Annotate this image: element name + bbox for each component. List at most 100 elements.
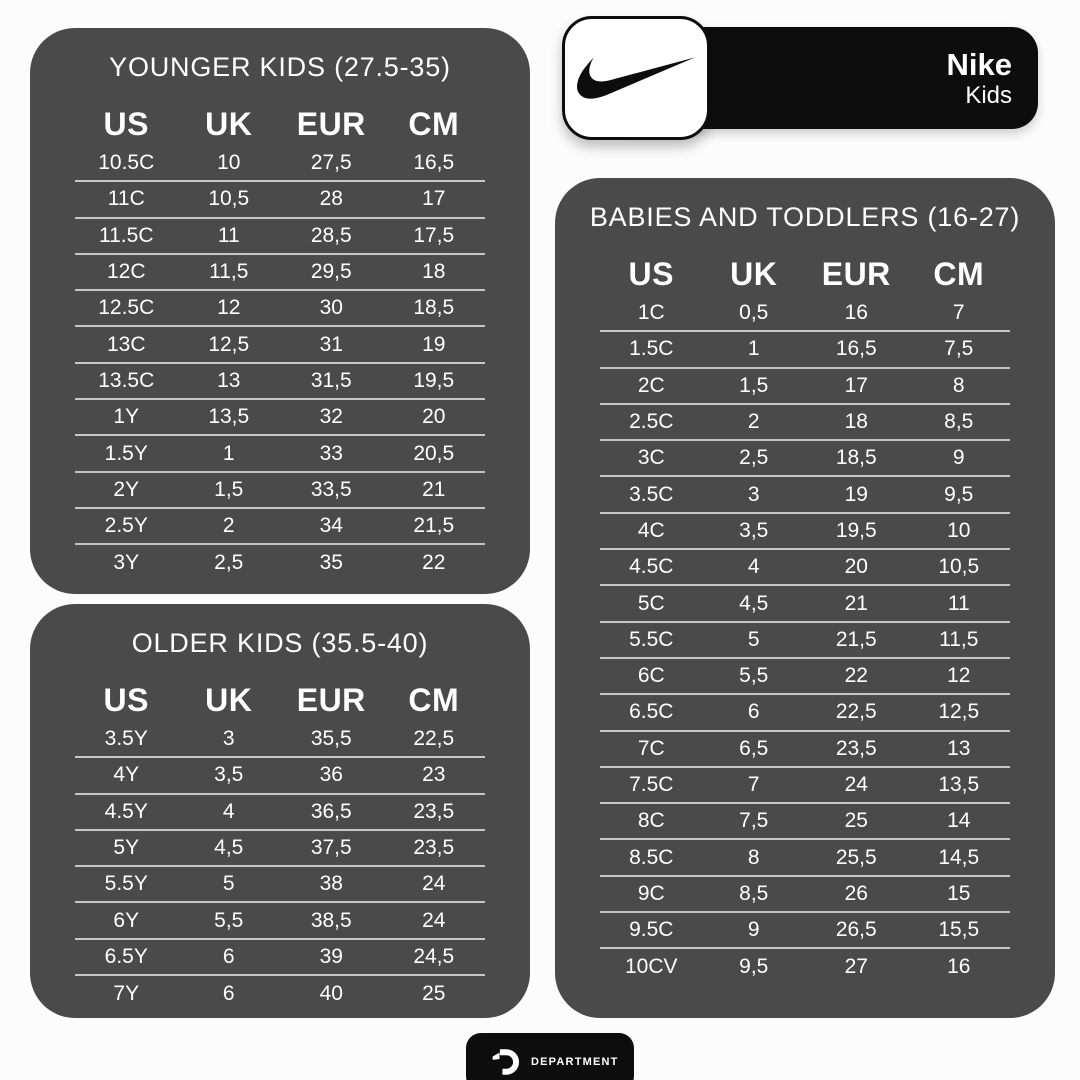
table-row: 6.5C 6 22,5 12,5 — [600, 695, 1010, 732]
table-cell: 21,5 — [413, 514, 455, 538]
table-cell: 23,5 — [835, 736, 877, 760]
table-cell: 22,5 — [835, 700, 877, 724]
table-cell: 33 — [319, 441, 343, 465]
table-cell: 8,5 — [944, 410, 974, 434]
table-cell: 23,5 — [413, 799, 455, 823]
table-cell: 25,5 — [835, 845, 877, 869]
table-title: BABIES AND TODDLERS (16-27) — [589, 202, 1021, 232]
table-cell: 13,5 — [208, 405, 250, 429]
table-cell: 31,5 — [310, 368, 352, 392]
table-cell: 1,5 — [214, 477, 244, 501]
table-cell: 13 — [947, 736, 971, 760]
table-cell: 13,5 — [938, 773, 980, 796]
table-cell: 12 — [217, 296, 241, 320]
table-row: 9C 8,5 26 15 — [600, 877, 1010, 914]
table-cell: 22 — [422, 551, 446, 575]
table-cell: 38 — [319, 872, 343, 896]
older-kids-size-table: OLDER KIDS (35.5-40) US UK EUR CM 3.5Y 3 35,5… — [30, 604, 530, 1018]
table-cell: 5,5 — [739, 664, 769, 688]
table-cell: 12C — [106, 260, 146, 284]
table-row: 11.5C 11 28,5 17,5 — [75, 219, 485, 255]
table-cell: 9C — [637, 881, 665, 905]
table-cell: 11,5 — [209, 260, 249, 284]
table-cell: 10 — [947, 518, 971, 542]
table-row: 5.5Y 5 38 24 — [75, 867, 485, 904]
table-cell: 38,5 — [310, 908, 352, 932]
brand-name: Nike — [946, 46, 1012, 82]
table-cell: 2Y — [113, 477, 140, 501]
table-row: 7.5C 7 24 13,5 — [600, 768, 1010, 805]
table-cell: 7C — [637, 736, 665, 760]
table-body: 10.5C 10 27,5 16,5 11C 10,5 28 17 11.5C 11 28,5 17,… — [75, 146, 485, 582]
table-cell: 10,5 — [208, 187, 250, 211]
table-cell: 1.5C — [629, 337, 674, 361]
nike-swoosh-tile — [562, 16, 710, 140]
table-cell: 10.5C — [98, 151, 155, 175]
table-cell: 6 — [222, 982, 235, 1006]
table-cell: 23 — [422, 763, 446, 787]
table-cell: 2,5 — [214, 551, 244, 575]
table-cell: 17,5 — [413, 223, 455, 247]
table-cell: 20 — [844, 555, 868, 579]
table-cell: 5 — [222, 872, 235, 896]
table-row: 8.5C 8 25,5 14,5 — [600, 840, 1010, 877]
table-cell: 16,5 — [413, 151, 455, 175]
column-header: EUR — [296, 682, 366, 718]
table-cell: 11 — [217, 223, 240, 247]
table-cell: 9 — [747, 918, 760, 942]
table-row: 1.5Y 1 33 20,5 — [75, 436, 485, 473]
table-row: 3Y 2,5 35 22 — [75, 545, 485, 581]
table-cell: 1C — [637, 301, 665, 325]
table-cell: 4Y — [113, 763, 140, 787]
table-row: 10CV 9,5 27 16 — [600, 949, 1010, 985]
table-cell: 19 — [422, 332, 446, 356]
table-cell: 4C — [637, 518, 665, 542]
table-cell: 16 — [947, 955, 971, 979]
table-row: 2C 1,5 17 8 — [600, 369, 1010, 405]
table-cell: 16 — [844, 301, 868, 325]
table-cell: 5 — [747, 627, 760, 651]
table-row: 4Y 3,5 36 23 — [75, 758, 485, 795]
table-row: 7Y 6 40 25 — [75, 976, 485, 1012]
table-cell: 26,5 — [835, 918, 877, 942]
table-cell: 6Y — [113, 908, 140, 932]
table-row: 11C 10,5 28 17 — [75, 182, 485, 219]
table-row: 5Y 4,5 37,5 23,5 — [75, 831, 485, 868]
table-cell: 6C — [637, 664, 665, 688]
table-body: 3.5Y 3 35,5 22,5 4Y 3,5 36 23 4.5Y 4 36,5 23,5 5Y 4,5… — [75, 722, 485, 1012]
table-cell: 6 — [747, 700, 760, 724]
table-cell: 1.5Y — [104, 441, 148, 465]
table-cell: 22 — [844, 664, 868, 688]
nike-swoosh-icon — [577, 57, 695, 99]
table-cell: 33,5 — [310, 477, 352, 501]
table-cell: 9 — [952, 446, 965, 470]
table-row: 8C 7,5 25 14 — [600, 804, 1010, 841]
table-cell: 35,5 — [310, 727, 352, 751]
table-cell: 13 — [217, 368, 241, 392]
table-cell: 21 — [844, 591, 868, 615]
table-cell: 24,5 — [413, 944, 455, 968]
table-cell: 18,5 — [835, 446, 877, 470]
table-cell: 5C — [637, 591, 665, 615]
babies-toddlers-size-table: BABIES AND TODDLERS (16-27) US UK EUR CM 1C… — [555, 178, 1055, 1018]
table-cell: 3Y — [113, 551, 140, 575]
table-cell: 18 — [844, 410, 868, 434]
table-row: 4.5Y 4 36,5 23,5 — [75, 795, 485, 831]
table-cell: 9,5 — [944, 482, 974, 506]
table-cell: 6.5Y — [104, 944, 148, 968]
table-cell: 4,5 — [214, 836, 244, 860]
column-header: EUR — [821, 256, 891, 292]
table-cell: 19 — [844, 482, 868, 506]
table-cell: 5.5Y — [104, 872, 148, 896]
column-header: US — [103, 682, 149, 718]
table-cell: 6 — [222, 944, 235, 968]
table-cell: 12,5 — [208, 332, 250, 356]
table-cell: 8 — [747, 845, 760, 869]
table-cell: 27 — [844, 955, 868, 979]
table-cell: 3.5C — [629, 482, 674, 506]
column-header: US — [628, 256, 674, 292]
table-cell: 3.5Y — [104, 727, 148, 751]
column-header: UK — [205, 682, 253, 718]
department-d-logo-icon — [492, 1049, 520, 1075]
